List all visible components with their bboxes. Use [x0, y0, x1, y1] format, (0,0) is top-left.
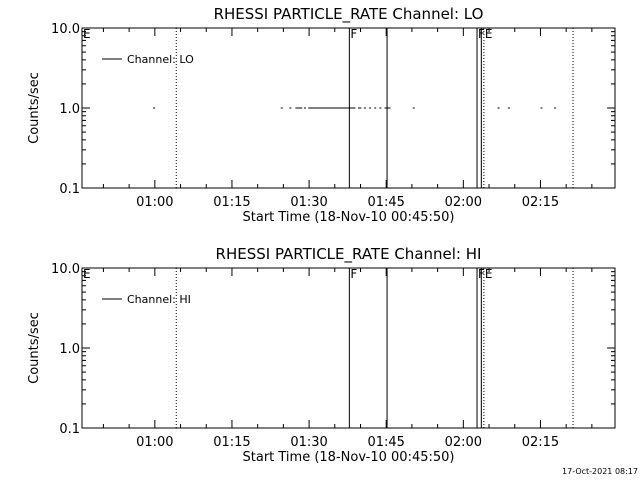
x-axis-label: Start Time (18-Nov-10 00:45:50)	[243, 210, 455, 225]
x-tick-label: 01:45	[367, 195, 404, 210]
event-marker-label: F	[350, 267, 357, 281]
x-tick-label: 02:00	[445, 435, 482, 450]
x-tick-label: 01:45	[367, 435, 404, 450]
x-tick-label: 02:15	[522, 435, 559, 450]
event-marker-label: E	[485, 267, 493, 281]
legend-label: Channel: LO	[127, 53, 194, 66]
x-tick-label: 01:30	[290, 435, 327, 450]
footer-timestamp: 17-Oct-2021 08:17	[562, 467, 638, 476]
x-tick-label: 02:00	[445, 195, 482, 210]
legend-label: Channel: HI	[127, 293, 191, 306]
event-marker-label: E	[83, 267, 91, 281]
chart-title: RHESSI PARTICLE_RATE Channel: LO	[214, 5, 484, 24]
x-tick-label: 01:15	[213, 435, 250, 450]
y-axis-label: Counts/sec	[27, 312, 42, 384]
y-tick-label: 0.1	[59, 422, 80, 437]
y-tick-label: 10.0	[51, 262, 80, 277]
plot-frame	[81, 267, 616, 429]
event-marker-label: E	[485, 27, 493, 41]
x-tick-label: 02:15	[522, 195, 559, 210]
chart-title: RHESSI PARTICLE_RATE Channel: HI	[216, 245, 482, 264]
x-tick-label: 01:00	[136, 435, 173, 450]
x-tick-label: 01:00	[136, 195, 173, 210]
event-marker-label: F	[350, 27, 357, 41]
chart-panel-hi: RHESSI PARTICLE_RATE Channel: HI 0.1 1.0 10…	[27, 245, 616, 465]
y-axis-label: Counts/sec	[27, 72, 42, 144]
y-tick-label: 1.0	[59, 342, 80, 357]
y-tick-label: 10.0	[51, 22, 80, 37]
x-tick-label: 01:30	[290, 195, 327, 210]
y-tick-label: 1.0	[59, 102, 80, 117]
y-tick-label: 0.1	[59, 182, 80, 197]
event-marker-label: E	[83, 27, 91, 41]
x-tick-label: 01:15	[213, 195, 250, 210]
x-axis-label: Start Time (18-Nov-10 00:45:50)	[243, 450, 455, 465]
chart-panel-lo: RHESSI PARTICLE_RATE Channel: LO 0.1 1.0 10…	[27, 5, 616, 225]
